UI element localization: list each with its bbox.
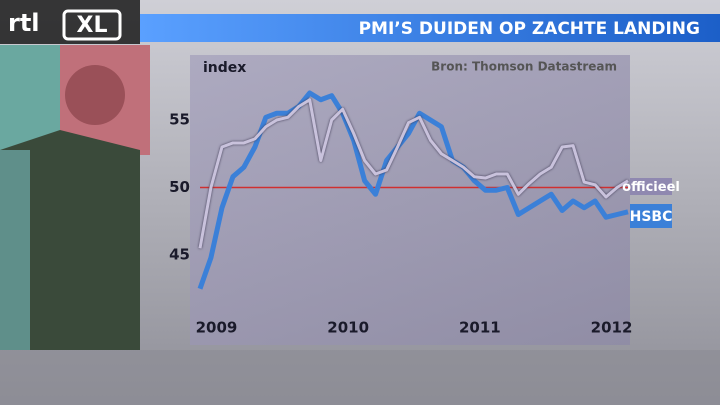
portrait [65, 65, 125, 125]
y-tick-label: 55 [169, 111, 190, 129]
stack [0, 130, 140, 350]
source: Bron: Thomson Datastream [431, 60, 617, 74]
x-tick-label: 2009 [196, 319, 238, 337]
plot-panel [190, 55, 630, 345]
x-tick-label: 2012 [591, 319, 633, 337]
logo: XL [77, 13, 108, 38]
stack-side [0, 150, 30, 350]
legend-label: officieel [622, 180, 680, 195]
series-line [198, 98, 629, 249]
legend-box [630, 178, 672, 195]
y-axis-label: index [203, 60, 246, 76]
logo-box [62, 9, 122, 41]
logo: rtl [8, 9, 40, 37]
series-line [197, 90, 629, 290]
title-bar [140, 14, 720, 42]
money-image [0, 45, 150, 350]
chart-title: PMI’S DUIDEN OP ZACHTE LANDING [359, 19, 700, 39]
y-tick-label: 50 [169, 178, 190, 196]
x-tick-label: 2011 [459, 319, 501, 337]
y-tick-label: 45 [169, 246, 190, 264]
legend-label: HSBC [630, 209, 673, 225]
legend-box [630, 204, 672, 228]
logo-bg [0, 0, 140, 44]
x-tick-label: 2010 [327, 319, 369, 337]
floor [0, 350, 720, 405]
